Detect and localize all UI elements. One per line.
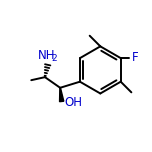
Polygon shape	[60, 88, 64, 102]
Text: OH: OH	[64, 96, 82, 109]
Text: F: F	[132, 51, 139, 64]
Text: NH: NH	[38, 49, 55, 62]
Text: 2: 2	[52, 54, 57, 63]
